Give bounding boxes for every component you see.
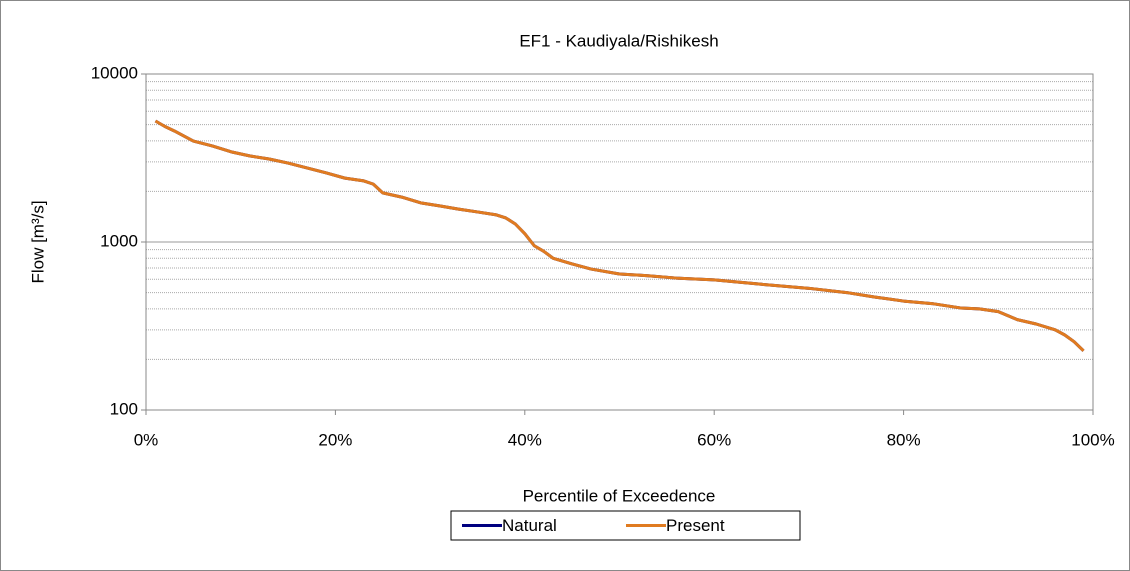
x-tick-label: 100% [1071,430,1114,449]
x-tick-label: 40% [508,430,542,449]
legend-box [450,510,801,541]
x-tick-label: 0% [134,430,159,449]
y-tick-label: 100 [110,399,138,418]
y-axis-label: Flow [m³/s] [28,200,47,283]
x-tick-label: 80% [887,430,921,449]
series-line [154,119,1085,352]
legend-label: Natural [502,516,557,535]
chart-title: EF1 - Kaudiyala/Rishikesh [519,31,718,50]
legend-label: Present [666,516,725,535]
x-tick-label: 20% [318,430,352,449]
x-axis-label: Percentile of Exceedence [523,486,716,505]
y-tick-label: 1000 [100,231,138,250]
plot-area [145,73,1094,411]
y-tick-label: 10000 [91,63,138,82]
x-tick-label: 60% [697,430,731,449]
